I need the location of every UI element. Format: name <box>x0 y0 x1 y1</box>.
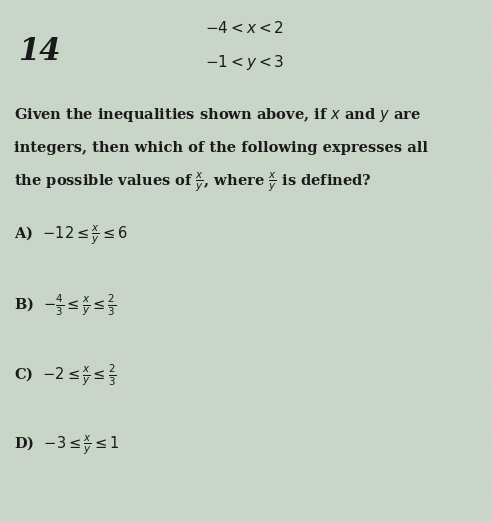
Text: D)  $-3\leq\frac{x}{y}\leq1$: D) $-3\leq\frac{x}{y}\leq1$ <box>14 433 119 456</box>
Text: C)  $-2\leq\frac{x}{y}\leq\frac{2}{3}$: C) $-2\leq\frac{x}{y}\leq\frac{2}{3}$ <box>14 362 117 388</box>
Text: 14: 14 <box>18 36 61 68</box>
Text: B)  $-\frac{4}{3}\leq\frac{x}{y}\leq\frac{2}{3}$: B) $-\frac{4}{3}\leq\frac{x}{y}\leq\frac… <box>14 292 116 318</box>
Text: $-1 < y < 3$: $-1 < y < 3$ <box>205 53 285 71</box>
Text: Given the inequalities shown above, if $x$ and $y$ are: Given the inequalities shown above, if $… <box>14 106 421 124</box>
Text: the possible values of $\frac{x}{y}$, where $\frac{x}{y}$ is defined?: the possible values of $\frac{x}{y}$, wh… <box>14 170 372 193</box>
Text: A)  $-12\leq\frac{x}{y}\leq6$: A) $-12\leq\frac{x}{y}\leq6$ <box>14 224 127 246</box>
Text: integers, then which of the following expresses all: integers, then which of the following ex… <box>14 141 428 155</box>
Text: $-4 < x < 2$: $-4 < x < 2$ <box>206 20 284 36</box>
